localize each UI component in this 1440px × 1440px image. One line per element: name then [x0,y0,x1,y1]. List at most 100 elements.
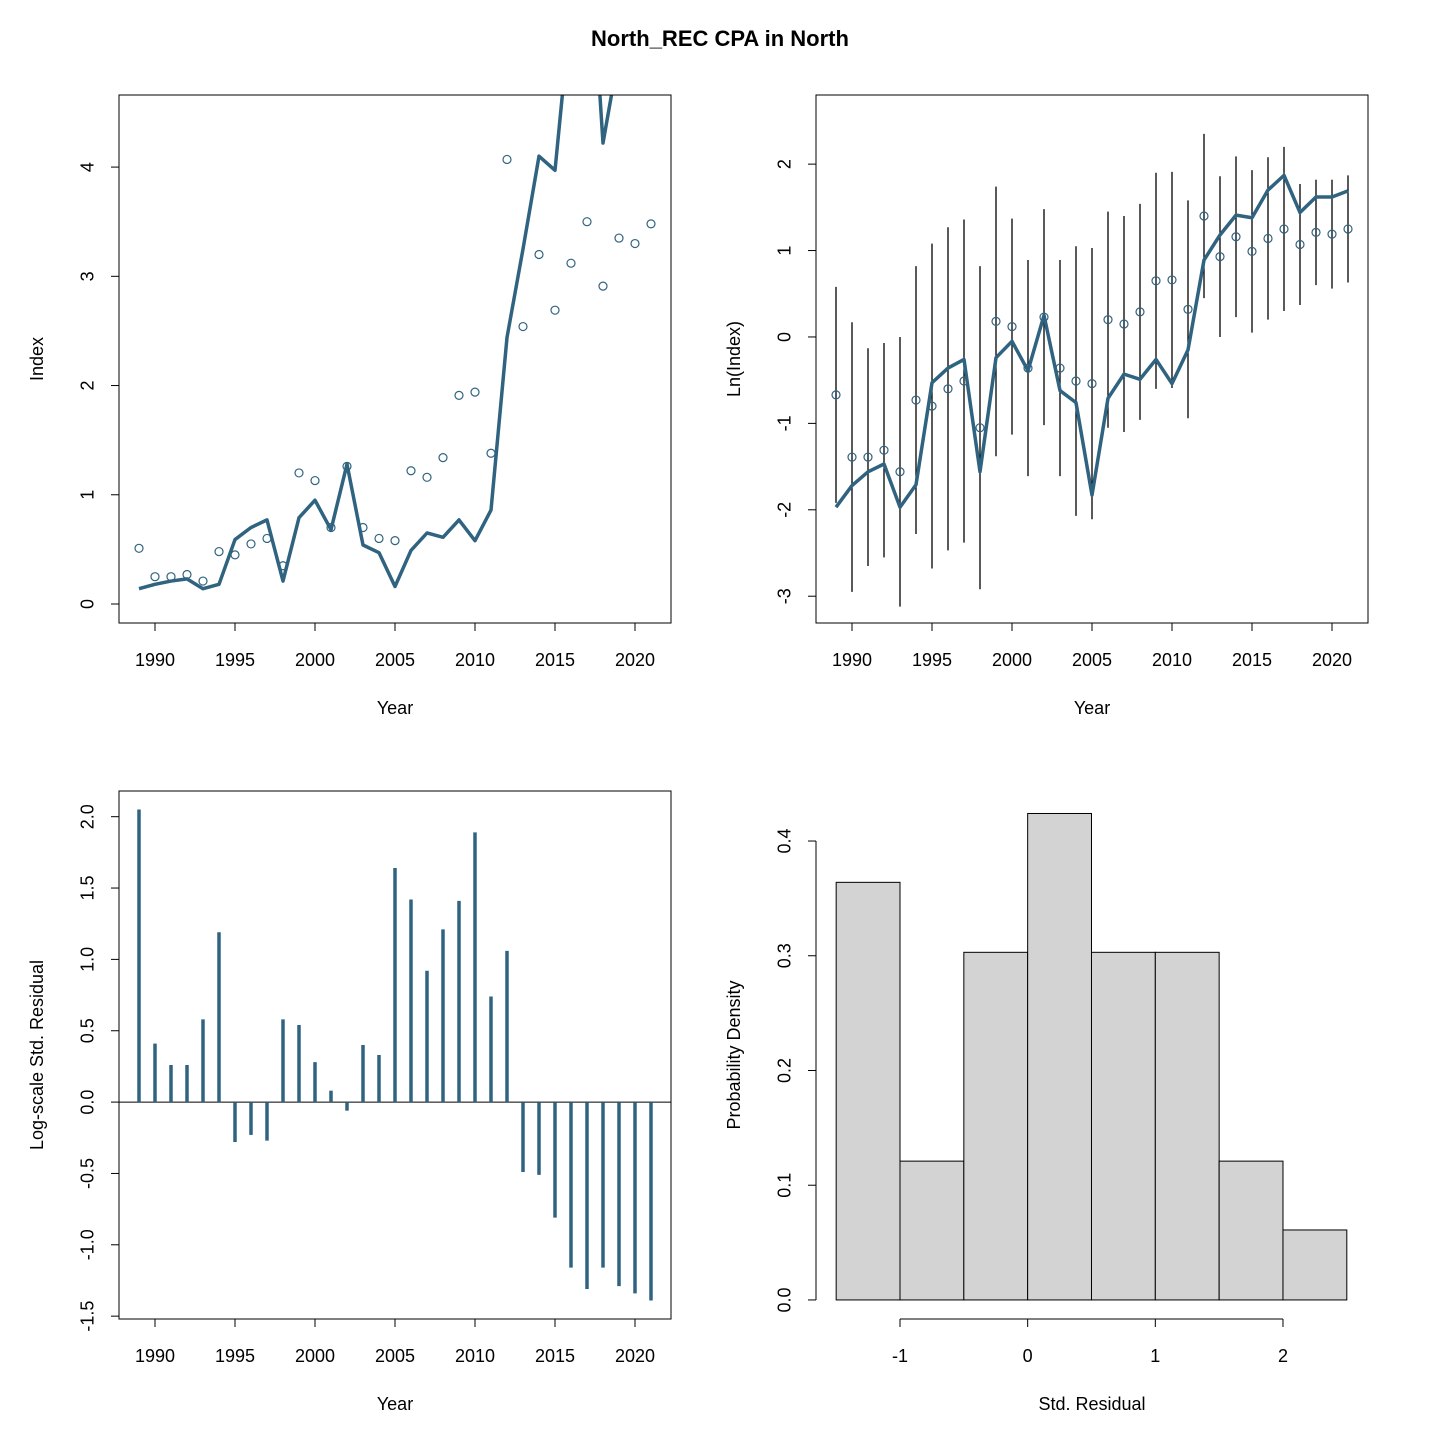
panel: -1 0 1 2 0.0 0.1 0.2 0.3 0.4 Std. Residual Probabi… [724,812,1348,1414]
x-axis-label: Std. Residual [1038,1394,1145,1414]
x-tick-label: 2015 [535,1346,575,1366]
point [1343,224,1353,234]
point [943,384,953,394]
point [1327,229,1337,239]
y-tick-label: -0.5 [78,1158,98,1189]
y-tick-label: 0.1 [775,1173,795,1198]
x-tick-label: 1990 [135,650,175,670]
plot-area [835,812,1348,1301]
y-tick-label: -1.5 [78,1301,98,1332]
histogram-bar [1218,1160,1284,1301]
point [454,390,464,400]
y-tick-label: -3 [775,588,795,604]
y-axis-label: Log-scale Std. Residual [27,960,47,1150]
point [598,281,608,291]
histogram-bar [1154,951,1220,1301]
point [1135,307,1145,317]
y-tick-label: 1.0 [78,947,98,972]
point [1007,321,1017,332]
x-tick-label: 1990 [135,1346,175,1366]
histogram-bar [835,881,901,1301]
x-tick-label: 2005 [1072,650,1112,670]
point [422,472,432,482]
x-tick-label: 2010 [1152,650,1192,670]
x-tick-label: 2020 [1312,650,1352,670]
point [374,533,384,544]
point [1279,224,1289,234]
x-tick-label: 2020 [615,650,655,670]
x-tick-label: 2015 [1232,650,1272,670]
y-axis-label: Index [27,337,47,381]
point [150,572,160,582]
point [1215,251,1225,262]
point [1183,304,1193,314]
point [566,258,576,268]
y-tick-label: 1 [78,490,98,500]
point [975,423,985,433]
plot-area [134,95,656,591]
histogram-bar [1090,951,1156,1301]
x-tick-label: -1 [892,1346,908,1366]
x-tick-label: 2005 [375,650,415,670]
x-tick-label: 0 [1023,1346,1033,1366]
y-tick-label: 2.0 [78,804,98,829]
histogram-bar [899,1160,965,1301]
point [1311,227,1321,238]
panel: 1990 1995 2000 2005 2010 2015 2020 -1.5 -1.0 -0.5… [27,790,672,1414]
x-tick-label: 2010 [455,650,495,670]
x-tick-label: 2000 [295,650,335,670]
plot-area [831,133,1353,607]
x-tick-label: 1995 [215,650,255,670]
point [1087,379,1097,389]
y-tick-label: 4 [78,162,98,172]
point [406,466,416,476]
point [831,390,841,400]
x-tick-label: 2010 [455,1346,495,1366]
y-tick-label: 0.0 [775,1287,795,1312]
plot-area [119,809,671,1301]
x-tick-label: 2005 [375,1346,415,1366]
histogram-bar [963,951,1029,1301]
point [1231,232,1241,242]
plot-box [118,790,672,1320]
x-tick-label: 2020 [615,1346,655,1366]
point [438,453,448,463]
y-tick-label: 1 [775,246,795,256]
y-tick-label: 0 [775,332,795,342]
point [518,321,528,332]
point [1199,211,1209,221]
y-tick-label: 0.4 [775,829,795,854]
point [614,233,624,243]
point [246,539,256,549]
point [1071,376,1081,386]
line [834,173,1349,509]
y-tick-label: 0.5 [78,1018,98,1043]
plot-box [118,94,672,624]
point [470,387,480,397]
point [847,452,857,462]
panel: 1990 1995 2000 2005 2010 2015 2020 0 1 2 3 4 Year Ind… [27,94,672,718]
x-axis-label: Year [1074,698,1110,718]
plot-box [815,94,1369,624]
point [134,543,144,553]
point [1151,276,1161,286]
point [582,217,592,227]
point [1103,315,1113,325]
point [198,576,208,586]
point [310,475,320,486]
point [1167,275,1177,285]
point [895,467,905,477]
y-tick-label: 0.2 [775,1058,795,1083]
x-axis-label: Year [377,698,413,718]
x-tick-label: 2 [1278,1346,1288,1366]
point [502,154,512,165]
point [534,249,544,260]
point [646,219,656,229]
y-tick-label: 1.5 [78,876,98,901]
point [1247,246,1257,257]
x-tick-label: 1995 [215,1346,255,1366]
histogram-bar [1027,812,1092,1301]
x-axis-label: Year [377,1394,413,1414]
point [390,536,400,546]
point [1295,239,1305,250]
